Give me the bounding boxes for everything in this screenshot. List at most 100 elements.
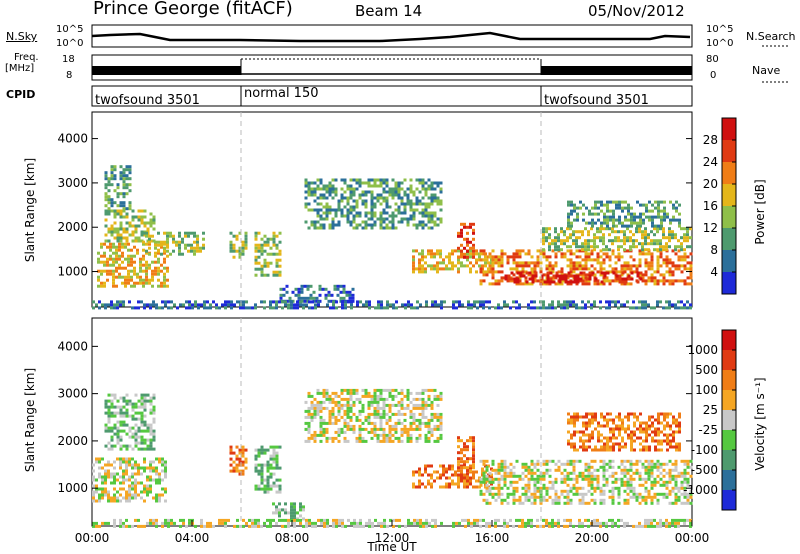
data-cell [122,521,125,525]
data-cell [581,477,585,481]
data-cell [594,221,597,225]
data-cell [599,300,602,304]
data-cell [140,417,144,421]
data-cell [104,192,108,196]
data-cell [358,409,362,413]
data-cell [221,303,224,307]
data-cell [633,430,636,434]
data-cell [593,248,596,252]
data-cell [430,412,434,416]
data-cell [641,252,645,256]
data-cell [689,521,692,525]
data-cell [327,299,331,303]
data-cell [407,518,410,522]
data-cell [241,451,245,455]
data-cell [110,165,114,169]
data-cell [515,486,519,490]
data-cell [282,287,286,291]
data-cell [103,242,106,246]
data-cell [656,480,660,484]
data-cell [133,284,136,288]
data-cell [160,281,163,285]
data-cell [146,466,149,470]
data-cell [116,438,120,442]
data-cell [287,511,290,515]
data-cell [557,468,561,472]
data-cell [229,448,233,452]
data-cell [92,469,95,473]
data-cell [560,227,563,231]
data-cell [136,275,139,279]
data-cell [170,306,173,310]
freq-top-tick: 18 [62,54,75,65]
data-cell [275,457,279,461]
data-cell [671,501,675,505]
data-cell [364,190,368,194]
data-cell [611,480,615,484]
data-cell [668,282,672,286]
data-cell [671,273,675,277]
data-cell [563,524,566,528]
data-cell [272,237,276,241]
data-cell [430,476,433,480]
data-cell [110,168,114,172]
data-cell [145,275,148,279]
data-cell [342,296,346,300]
data-cell [304,205,308,209]
data-cell [500,249,504,253]
cbar-tick-label: 16 [703,199,718,213]
data-cell [169,231,172,235]
data-cell [263,234,267,238]
data-cell [623,480,627,484]
data-cell [518,249,522,253]
data-cell [328,421,332,425]
data-cell [588,418,591,422]
data-cell [314,306,317,310]
data-cell [623,474,627,478]
data-cell [608,258,612,262]
data-cell [536,258,540,262]
data-cell [125,463,128,467]
data-cell [575,489,579,493]
data-cell [629,480,633,484]
data-cell [686,230,689,234]
data-cell [566,249,570,253]
data-cell [373,211,377,215]
data-cell [497,495,501,499]
data-cell [392,303,395,307]
data-cell [172,234,175,238]
data-cell [436,199,440,203]
data-cell [254,255,258,259]
data-cell [439,433,443,437]
data-cell [593,258,597,262]
data-cell [518,524,521,528]
data-cell [131,447,135,451]
data-cell [140,399,144,403]
data-cell [683,264,687,268]
data-cell [527,489,531,493]
data-cell [521,471,525,475]
data-cell [140,411,144,415]
data-cell [128,484,131,488]
data-cell [140,481,143,485]
data-cell [572,252,576,256]
data-cell [293,303,296,307]
data-cell [497,270,501,274]
data-cell [633,433,636,437]
data-cell [530,474,534,478]
data-cell [581,474,585,478]
data-cell [469,467,472,471]
data-cell [367,181,371,185]
data-cell [479,303,482,307]
data-cell [608,303,611,307]
data-cell [494,279,498,283]
data-cell [343,388,347,392]
data-cell [379,217,383,221]
data-cell [587,474,591,478]
data-cell [485,477,489,481]
data-cell [142,254,145,258]
data-cell [651,436,654,440]
data-cell [677,474,681,478]
data-cell [509,474,513,478]
data-cell [112,281,115,285]
